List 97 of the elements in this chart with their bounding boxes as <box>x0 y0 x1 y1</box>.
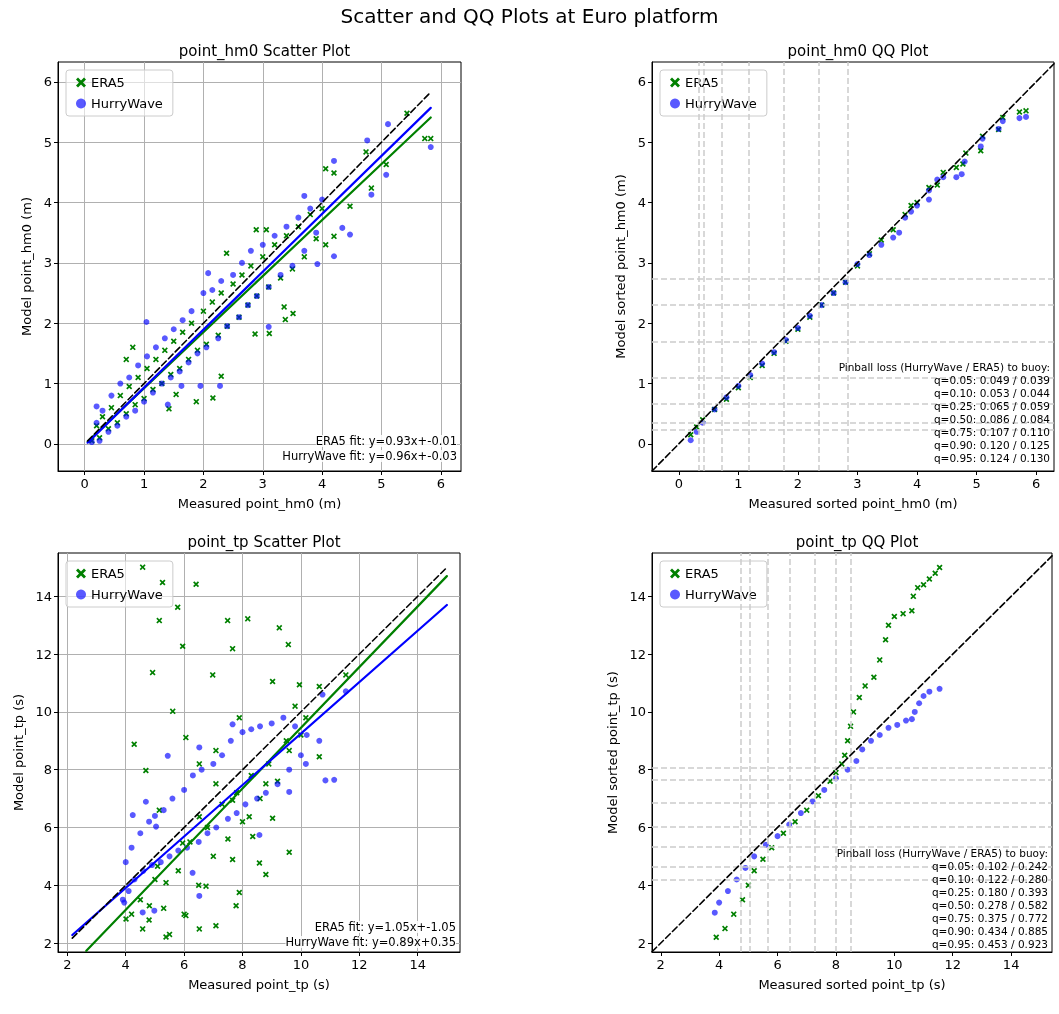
x-tick-label: 0 <box>80 476 89 491</box>
y-tick-label: 4 <box>43 195 52 211</box>
legend-label: ERA5 <box>91 566 125 581</box>
y-tick-label: 4 <box>637 877 646 893</box>
x-tick-label: 8 <box>238 957 247 972</box>
annotation: q=0.10: 0.053 / 0.044 <box>933 386 1051 399</box>
y-axis-title: Model point_tp (s) <box>10 693 26 812</box>
annotation: ERA5 fit: y=1.05x+-1.05 <box>314 920 456 934</box>
x-tick-label: 2 <box>656 957 665 972</box>
x-axis-title: Measured point_tp (s) <box>188 977 330 992</box>
legend-label: HurryWave <box>685 587 757 602</box>
x-tick-label: 3 <box>853 476 862 491</box>
chart-title: point_tp QQ Plot <box>795 532 919 552</box>
annotation: q=0.10: 0.122 / 0.280 <box>931 872 1049 885</box>
y-tick-label: 2 <box>637 315 646 331</box>
annotation: HurryWave fit: y=0.89x+0.35 <box>285 935 456 949</box>
legend-label: HurryWave <box>91 96 163 111</box>
annotation: q=0.95: 0.124 / 0.130 <box>933 451 1051 464</box>
x-tick-label: 0 <box>674 476 683 491</box>
annotation: q=0.50: 0.278 / 0.582 <box>931 898 1049 911</box>
annotation: ERA5 fit: y=0.93x+-0.01 <box>315 434 457 448</box>
x-tick-label: 4 <box>912 476 922 491</box>
annotation: q=0.75: 0.107 / 0.110 <box>933 425 1051 438</box>
x-axis-title: Measured point_hm0 (m) <box>177 496 342 511</box>
x-tick-label: 14 <box>1002 957 1020 972</box>
x-tick-label: 2 <box>793 476 803 491</box>
legend-label: ERA5 <box>685 75 719 90</box>
x-tick-label: 4 <box>317 476 327 491</box>
chart-title: point_hm0 Scatter Plot <box>178 41 351 61</box>
y-axis-title: Model point_hm0 (m) <box>18 197 34 336</box>
y-tick-label: 12 <box>629 646 646 662</box>
x-tick-label: 5 <box>377 476 386 491</box>
y-tick-label: 3 <box>43 255 52 271</box>
x-tick-label: 6 <box>436 476 445 491</box>
chart-title: point_tp Scatter Plot <box>187 532 341 552</box>
y-tick-label: 3 <box>637 255 646 271</box>
y-tick-label: 8 <box>637 762 646 778</box>
y-tick-label: 2 <box>43 315 52 331</box>
x-tick-label: 10 <box>292 957 310 972</box>
legend-label: ERA5 <box>91 75 125 90</box>
x-tick-label: 1 <box>139 476 149 491</box>
x-axis-title: Measured sorted point_hm0 (m) <box>748 496 958 511</box>
x-tick-label: 6 <box>1031 476 1041 491</box>
legend-label: ERA5 <box>685 566 719 581</box>
annotation: q=0.90: 0.120 / 0.125 <box>933 438 1051 451</box>
y-tick-label: 14 <box>35 588 52 604</box>
x-tick-label: 8 <box>831 957 841 972</box>
y-tick-label: 2 <box>43 935 52 951</box>
y-axis-title: Model sorted point_tp (s) <box>604 671 620 834</box>
annotation: q=0.95: 0.453 / 0.923 <box>931 937 1049 950</box>
x-tick-label: 2 <box>63 957 72 972</box>
x-tick-label: 5 <box>972 476 981 491</box>
annotation: q=0.90: 0.434 / 0.885 <box>931 924 1049 937</box>
y-tick-label: 10 <box>35 704 52 720</box>
legend-label: HurryWave <box>91 587 163 602</box>
y-tick-label: 4 <box>637 195 646 211</box>
chart-title: point_hm0 QQ Plot <box>787 41 929 61</box>
x-tick-label: 10 <box>886 957 903 972</box>
x-axis-title: Measured sorted point_tp (s) <box>758 977 946 992</box>
y-tick-label: 6 <box>637 819 646 835</box>
x-tick-label: 12 <box>351 957 368 972</box>
x-tick-label: 3 <box>258 476 267 491</box>
y-tick-label: 6 <box>637 74 646 90</box>
x-tick-label: 14 <box>409 957 426 972</box>
legend-label: HurryWave <box>685 96 757 111</box>
x-tick-label: 6 <box>179 957 189 972</box>
annotation: q=0.75: 0.375 / 0.772 <box>931 911 1049 924</box>
y-tick-label: 12 <box>35 646 52 662</box>
y-tick-label: 5 <box>43 134 52 150</box>
x-tick-label: 4 <box>715 957 724 972</box>
x-tick-label: 1 <box>734 476 743 491</box>
annotation: HurryWave fit: y=0.96x+-0.03 <box>282 449 458 463</box>
annotation: Pinball loss (HurryWave / ERA5) to buoy: <box>838 360 1051 373</box>
text: Scatter and QQ Plots at Euro platform <box>339 4 720 28</box>
y-tick-label: 5 <box>637 134 646 150</box>
y-tick-label: 1 <box>43 376 52 392</box>
y-tick-label: 1 <box>637 376 646 392</box>
annotation: q=0.50: 0.086 / 0.084 <box>933 412 1051 425</box>
y-tick-label: 4 <box>43 877 52 893</box>
y-tick-label: 8 <box>43 762 52 778</box>
annotation: q=0.25: 0.180 / 0.393 <box>931 885 1049 898</box>
y-tick-label: 2 <box>637 935 646 951</box>
annotation: q=0.05: 0.049 / 0.039 <box>933 373 1051 386</box>
y-axis-title: Model sorted point_hm0 (m) <box>612 174 628 359</box>
y-tick-label: 14 <box>629 588 646 604</box>
y-tick-label: 0 <box>637 436 646 452</box>
y-tick-label: 6 <box>43 819 52 835</box>
x-tick-label: 6 <box>773 957 782 972</box>
annotation: q=0.05: 0.102 / 0.242 <box>931 859 1049 872</box>
annotation: Pinball loss (HurryWave / ERA5) to buoy: <box>836 846 1049 859</box>
x-tick-label: 2 <box>199 476 208 491</box>
annotation: q=0.25: 0.065 / 0.059 <box>933 399 1051 412</box>
x-tick-label: 4 <box>121 957 130 972</box>
y-tick-label: 10 <box>629 704 646 720</box>
y-tick-label: 0 <box>43 436 52 452</box>
y-tick-label: 6 <box>43 74 52 90</box>
x-tick-label: 12 <box>944 957 961 972</box>
